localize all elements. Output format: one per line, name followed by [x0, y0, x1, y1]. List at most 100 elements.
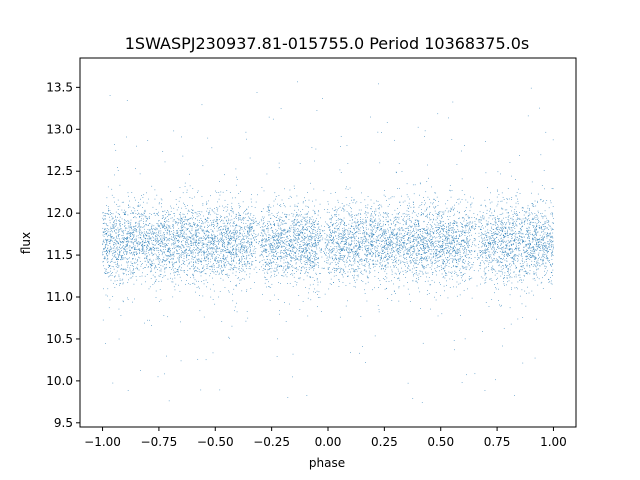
data-point [490, 237, 492, 239]
data-point [413, 248, 415, 250]
data-point [198, 243, 199, 244]
data-point [374, 256, 376, 258]
data-point [422, 235, 423, 237]
data-point [374, 266, 376, 267]
data-point [319, 229, 320, 230]
data-point [462, 279, 463, 281]
data-point [482, 257, 484, 259]
data-point [493, 247, 495, 249]
data-point [513, 272, 515, 274]
data-point [188, 222, 190, 224]
data-point [368, 250, 369, 252]
data-point [229, 230, 231, 231]
data-point [492, 272, 493, 273]
data-point [317, 241, 319, 243]
data-point [493, 229, 495, 230]
data-point [224, 233, 225, 235]
data-point [395, 233, 397, 235]
data-point [491, 267, 493, 269]
data-point [222, 235, 223, 237]
data-point [389, 257, 390, 258]
data-point [347, 271, 349, 273]
data-point [444, 254, 445, 256]
data-point [372, 229, 373, 231]
data-point [291, 245, 293, 246]
data-point [246, 250, 248, 252]
data-point [199, 251, 201, 252]
data-point [383, 256, 385, 258]
data-point [368, 228, 369, 230]
data-point [233, 252, 234, 254]
data-point [127, 233, 128, 235]
data-point [463, 252, 465, 254]
data-point [477, 253, 479, 255]
data-point [388, 229, 390, 231]
data-point [455, 237, 457, 239]
data-point [494, 253, 496, 254]
data-point [224, 274, 226, 275]
data-point [107, 261, 109, 263]
data-point [162, 227, 163, 229]
data-point [309, 257, 311, 259]
data-point [277, 215, 278, 217]
data-point [102, 244, 103, 245]
data-point [296, 248, 297, 250]
data-point [186, 191, 188, 193]
data-point [377, 239, 379, 241]
data-point [242, 245, 244, 246]
data-point [531, 219, 533, 220]
data-point [284, 234, 286, 235]
data-point [502, 239, 504, 241]
data-point [370, 248, 372, 250]
data-point [399, 211, 400, 213]
data-point [452, 233, 454, 234]
data-point [344, 243, 345, 245]
data-point [309, 260, 311, 262]
data-point [107, 295, 108, 297]
data-point [181, 267, 182, 269]
data-point [247, 260, 248, 262]
data-point [246, 268, 248, 269]
data-point [180, 217, 181, 219]
data-point [109, 210, 111, 211]
data-point [346, 261, 348, 263]
data-point [310, 255, 312, 257]
data-point [464, 247, 465, 249]
data-point [373, 264, 374, 265]
data-point [298, 214, 300, 216]
data-point [527, 247, 529, 249]
data-point [376, 264, 378, 265]
data-point [409, 218, 410, 220]
data-point [389, 245, 391, 247]
data-point [419, 194, 420, 196]
data-point [404, 221, 406, 222]
data-point [107, 247, 109, 249]
data-point [335, 241, 337, 243]
data-point [231, 268, 233, 269]
data-point [464, 247, 466, 248]
data-point [183, 247, 185, 249]
data-point [187, 242, 188, 244]
data-point [328, 267, 330, 268]
data-point [539, 246, 541, 247]
data-point [501, 268, 503, 270]
data-point [521, 242, 523, 244]
data-point [423, 238, 424, 240]
data-point [538, 241, 539, 243]
data-point [312, 219, 314, 221]
data-point [318, 235, 319, 237]
data-point [117, 242, 119, 244]
data-point [123, 250, 125, 252]
data-point [469, 223, 471, 225]
data-point [384, 242, 386, 244]
data-point [137, 241, 139, 243]
data-point [207, 267, 209, 269]
data-point [299, 255, 301, 257]
data-point [520, 230, 522, 232]
data-point [552, 248, 554, 250]
data-point [401, 233, 402, 235]
data-point [413, 206, 415, 208]
data-point [452, 209, 454, 211]
data-point [440, 236, 441, 238]
data-point [382, 251, 383, 252]
